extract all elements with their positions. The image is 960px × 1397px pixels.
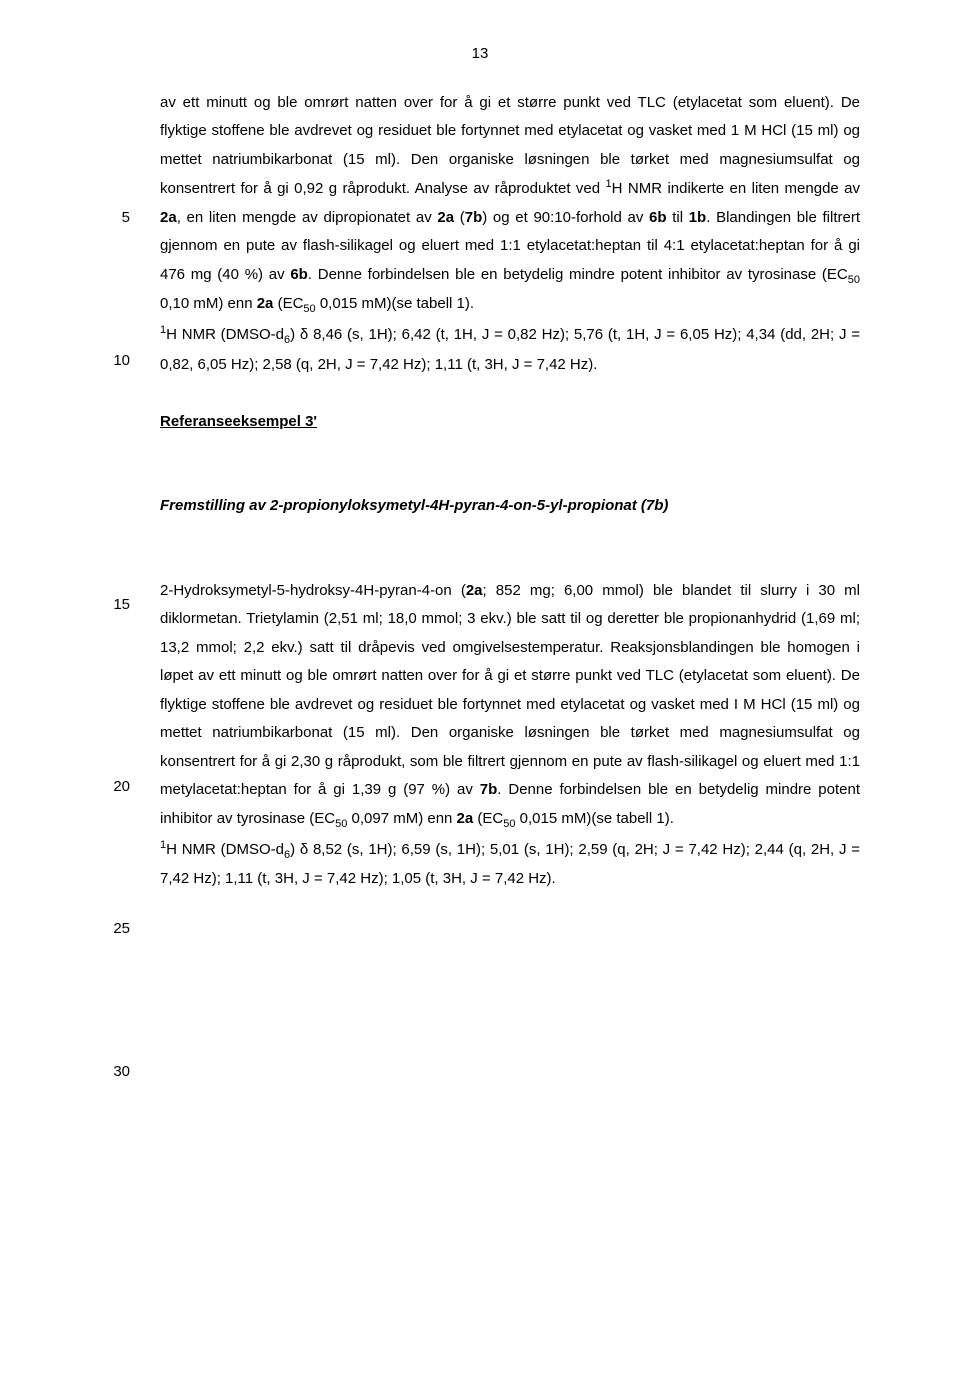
body-text: (EC — [273, 295, 303, 312]
body-text: ; 852 mg; 6,00 mmol) ble blandet til slu… — [160, 582, 860, 799]
subscript: 50 — [503, 818, 515, 830]
paragraph-2: 1H NMR (DMSO-d6) δ 8,46 (s, 1H); 6,42 (t… — [160, 320, 860, 379]
compound-label: 2a — [466, 582, 483, 599]
subscript: 50 — [335, 818, 347, 830]
line-number-25: 25 — [90, 915, 130, 944]
body-text: H NMR (DMSO-d — [166, 841, 284, 858]
compound-label: 1b — [689, 209, 707, 226]
body-text: . Denne forbindelsen ble en betydelig mi… — [308, 266, 848, 283]
body-text: H NMR (DMSO-d — [166, 326, 284, 343]
body-text: , en liten mengde av dipropionatet av — [177, 209, 438, 226]
body-text: ) og et 90:10-forhold av — [482, 209, 649, 226]
body-text: 0,015 mM)(se tabell 1). — [515, 810, 673, 827]
line-number-20: 20 — [90, 773, 130, 802]
paragraph-1: av ett minutt og ble omrørt natten over … — [160, 89, 860, 321]
compound-label: 2a — [437, 209, 454, 226]
line-number-10: 10 — [90, 347, 130, 376]
body-text: ( — [454, 209, 465, 226]
body-text: til — [667, 209, 689, 226]
compound-label: 2a — [257, 295, 274, 312]
line-number-5: 5 — [90, 204, 130, 233]
line-number-15: 15 — [90, 591, 130, 620]
body-text: 0,10 mM) enn — [160, 295, 257, 312]
line-number-30: 30 — [90, 1058, 130, 1087]
compound-label: 2a — [457, 810, 474, 827]
body-text: 0,097 mM) enn — [347, 810, 456, 827]
subheading-text: Fremstilling av 2-propionyloksymetyl-4H-… — [160, 497, 668, 514]
compound-label: 2a — [160, 209, 177, 226]
body-text: H NMR indikerte en liten mengde av — [612, 180, 860, 197]
compound-label: 7b — [480, 781, 498, 798]
compound-label: 6b — [290, 266, 308, 283]
body-text: 2-Hydroksymetyl-5-hydroksy-4H-pyran-4-on… — [160, 582, 466, 599]
content-wrapper: 5 10 15 20 25 30 av ett minutt og ble om… — [160, 89, 860, 894]
compound-label: 6b — [649, 209, 667, 226]
page-number: 13 — [100, 40, 860, 69]
paragraph-4: 1H NMR (DMSO-d6) δ 8,52 (s, 1H); 6,59 (s… — [160, 835, 860, 894]
subscript: 50 — [848, 274, 860, 286]
paragraph-3: 2-Hydroksymetyl-5-hydroksy-4H-pyran-4-on… — [160, 577, 860, 835]
compound-label: 7b — [465, 209, 483, 226]
section-heading: Referanseeksempel 3' — [160, 408, 860, 437]
subscript: 50 — [303, 303, 315, 315]
body-text: 0,015 mM)(se tabell 1). — [316, 295, 474, 312]
body-text: (EC — [473, 810, 503, 827]
subsection-heading: Fremstilling av 2-propionyloksymetyl-4H-… — [160, 492, 860, 521]
